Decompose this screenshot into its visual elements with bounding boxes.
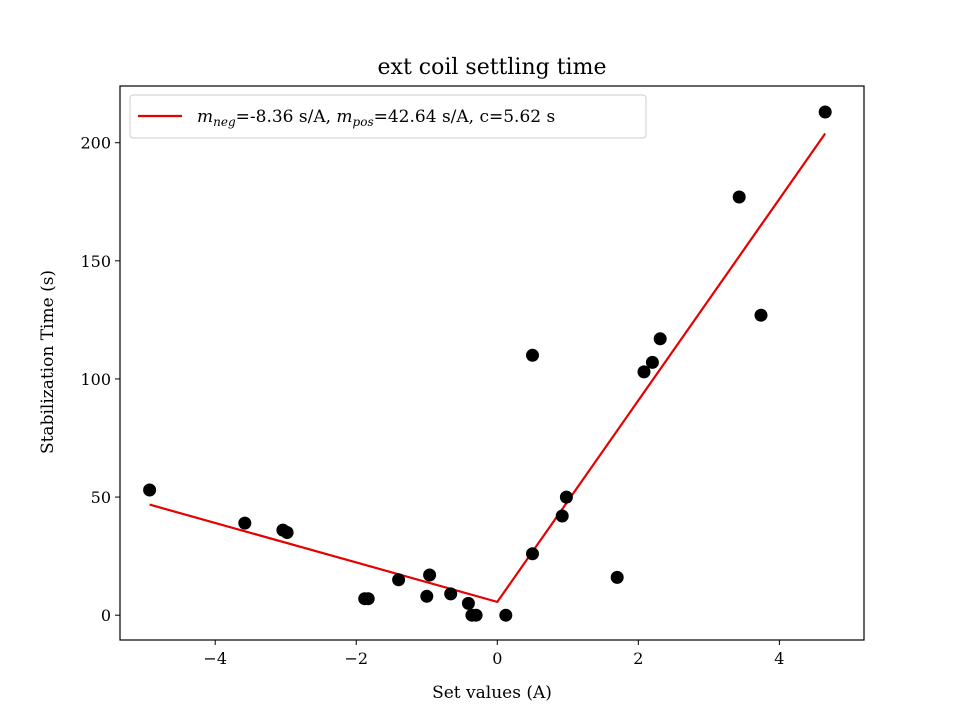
- data-point: [238, 516, 252, 530]
- data-point: [559, 490, 573, 504]
- data-point: [423, 568, 437, 582]
- x-tick-label: −4: [203, 649, 227, 668]
- x-tick-label: −2: [344, 649, 368, 668]
- data-point: [610, 570, 624, 584]
- plot-area: −4 −2 0 2 4 0 50 100 150 200: [80, 85, 865, 668]
- data-point: [754, 308, 768, 322]
- data-point: [637, 365, 651, 379]
- data-point: [392, 573, 406, 587]
- legend-m-pos-subscript: pos: [353, 115, 374, 129]
- x-tick-label: 2: [633, 649, 643, 668]
- y-tick-label: 50: [91, 488, 111, 507]
- data-point: [526, 547, 539, 561]
- legend: mneg=-8.36 s/A, mpos=42.64 s/A, c=5.62 s: [129, 94, 647, 139]
- y-axis-label: Stabilization Time (s): [38, 270, 58, 454]
- data-point: [420, 589, 434, 603]
- data-point: [653, 332, 667, 346]
- chart-title: ext coil settling time: [378, 55, 607, 80]
- fit-line: [149, 132, 827, 604]
- legend-m-neg-value: =-8.36 s/A,: [236, 107, 337, 127]
- legend-m-neg-subscript: neg: [213, 115, 236, 129]
- x-axis-label: Set values (A): [432, 683, 552, 703]
- legend-m-pos-value: =42.64 s/A, c=5.62 s: [374, 107, 556, 127]
- data-point: [818, 105, 832, 119]
- data-point: [499, 608, 513, 622]
- data-point: [361, 592, 375, 606]
- y-tick-label: 150: [80, 252, 111, 271]
- data-point: [732, 190, 746, 204]
- legend-box: [129, 94, 647, 139]
- x-tick-label: 0: [492, 649, 502, 668]
- y-tick-label: 200: [80, 134, 111, 153]
- data-point: [461, 596, 475, 610]
- legend-fit-label: mneg=-8.36 s/A, mpos=42.64 s/A, c=5.62 s: [197, 107, 555, 129]
- y-tick-label: 100: [80, 370, 111, 389]
- y-tick-label: 0: [101, 606, 111, 625]
- data-point: [444, 587, 458, 601]
- legend-m-neg-symbol: m: [197, 107, 213, 127]
- data-point: [280, 526, 294, 539]
- x-tick-label: 4: [774, 649, 784, 668]
- data-point: [526, 348, 539, 362]
- legend-m-pos-symbol: m: [336, 107, 352, 127]
- axes-frame: [119, 85, 865, 641]
- data-point: [469, 608, 483, 622]
- data-point: [645, 355, 659, 369]
- data-point: [143, 483, 157, 497]
- data-point: [555, 509, 569, 523]
